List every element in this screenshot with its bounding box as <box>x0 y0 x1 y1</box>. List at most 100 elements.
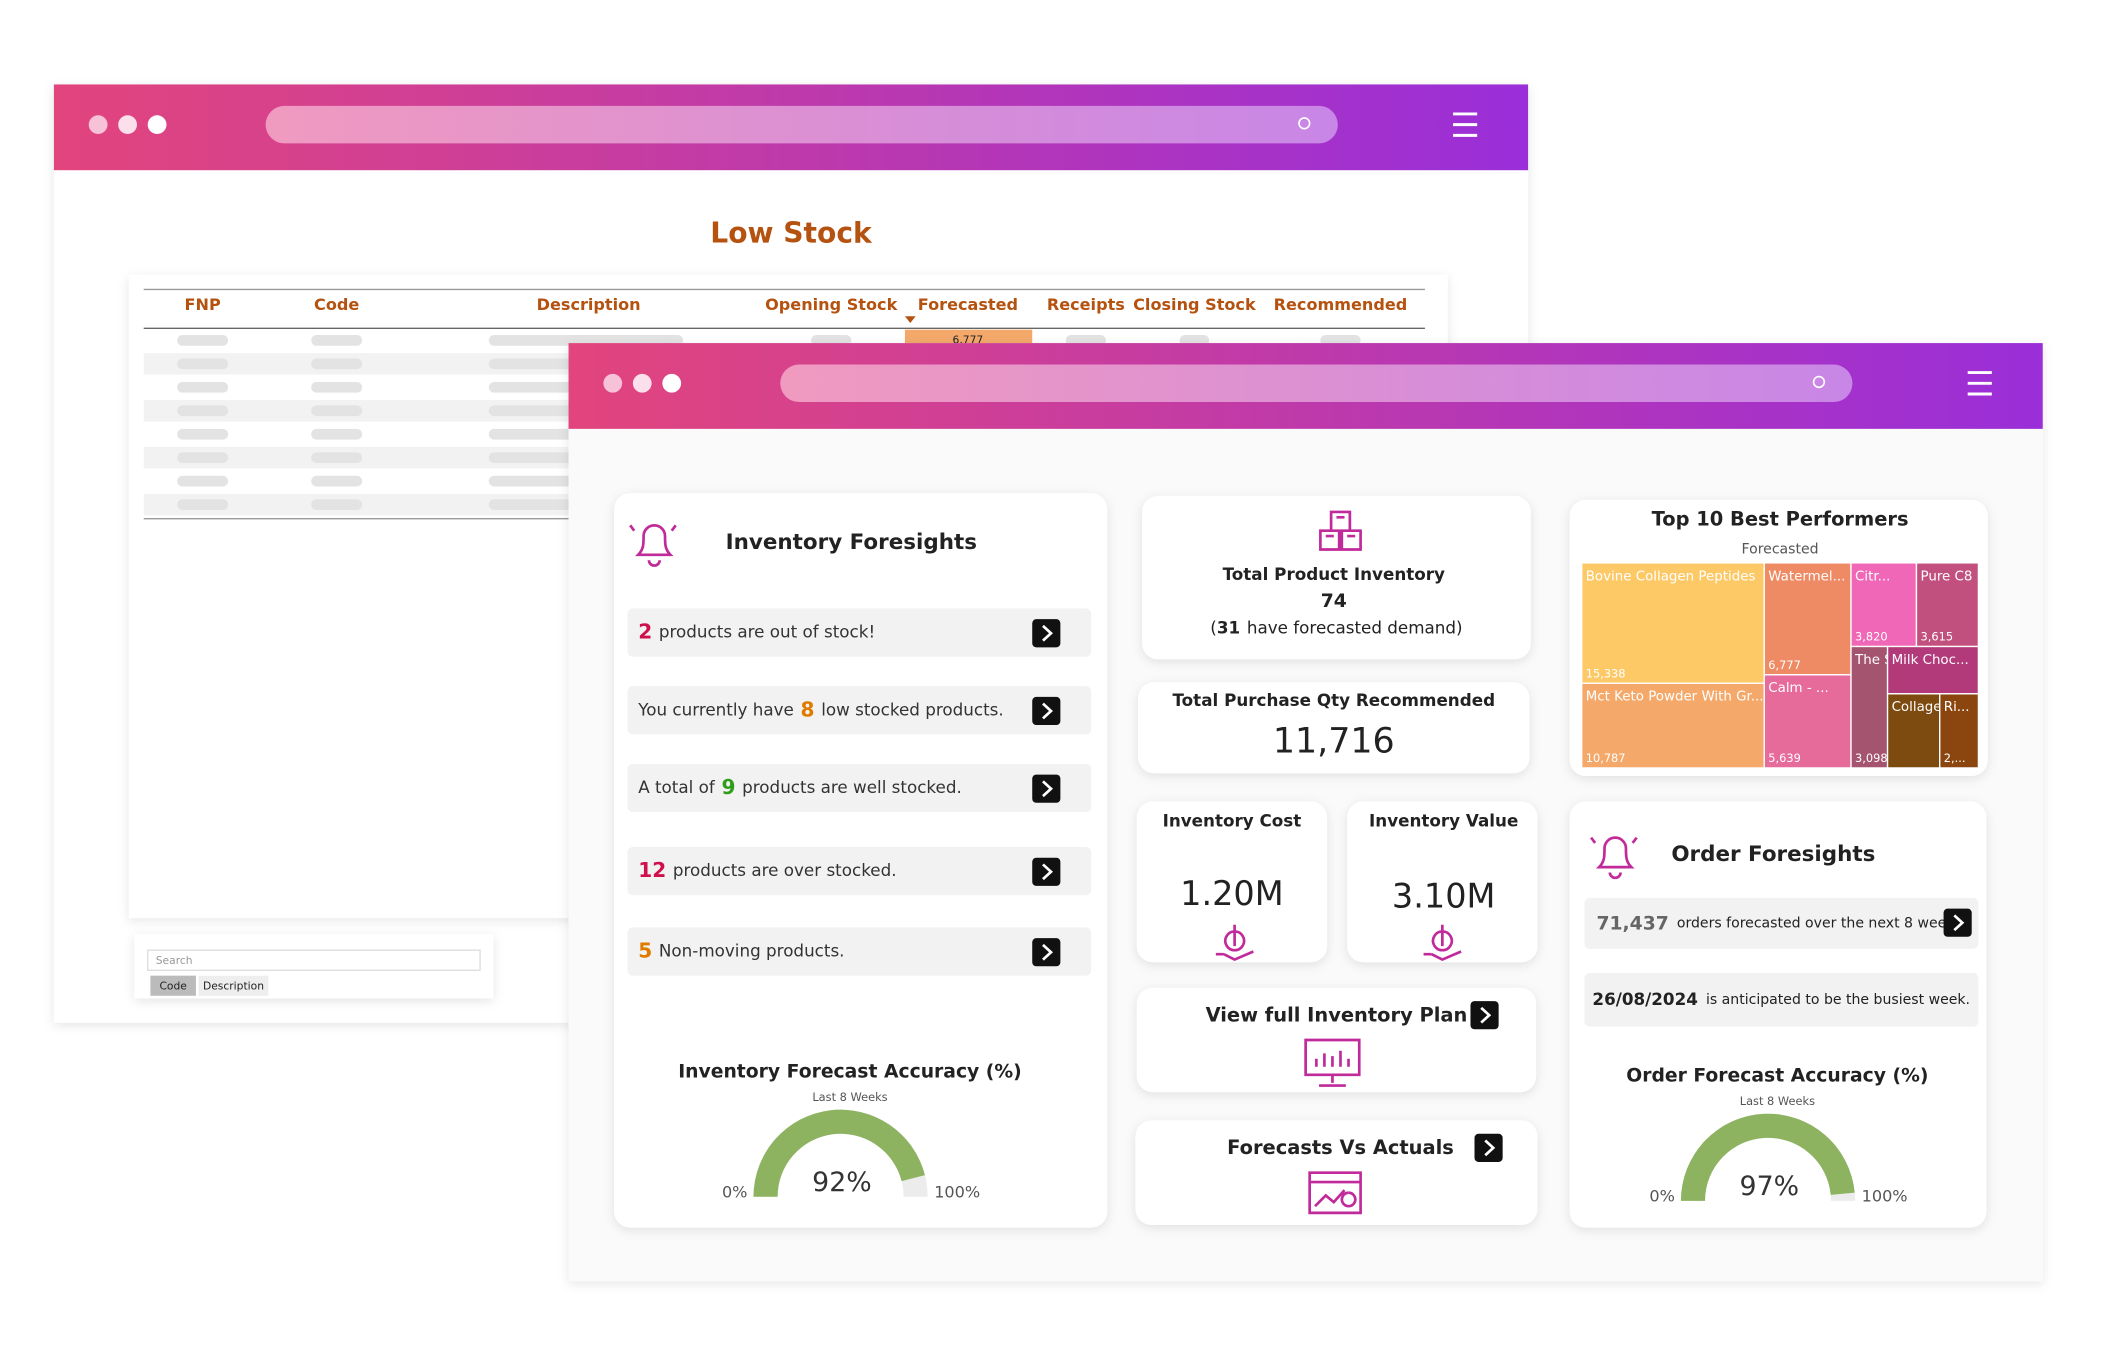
column-header: Opening Stock <box>765 295 897 314</box>
chevron <box>1042 863 1053 881</box>
note-count: 31 <box>1217 618 1240 638</box>
card <box>1136 801 1328 963</box>
card <box>1138 682 1530 774</box>
cell-labels: Watermel... 6,777 <box>1768 569 1845 672</box>
column-header: Code <box>314 295 359 314</box>
tab-label: Description <box>203 979 264 992</box>
note-text: have forecasted demand) <box>1247 618 1463 638</box>
cell-placeholder <box>177 335 229 346</box>
cell-value: 3,098 <box>1855 751 1888 765</box>
arrow-button[interactable] <box>1032 696 1061 726</box>
arrow-box[interactable] <box>1032 857 1061 886</box>
kpi-title: Inventory Value <box>1369 811 1518 831</box>
chevron <box>1480 1006 1492 1024</box>
arrow-button[interactable] <box>1032 938 1061 967</box>
arrow-box[interactable] <box>1474 1133 1503 1162</box>
kpi-value: 1.20M <box>1180 874 1284 913</box>
cell-placeholder <box>311 405 363 417</box>
cell-value: 2,... <box>1944 751 1966 765</box>
bell-icon <box>1590 836 1638 880</box>
cell-labels: The Sco... 3,098 <box>1854 653 1888 765</box>
arrow-button[interactable] <box>1032 857 1061 886</box>
arrow-box[interactable] <box>1032 619 1061 648</box>
alert-count: 9 <box>721 775 735 799</box>
treemap-cell <box>1886 645 1980 695</box>
alert-count: 12 <box>638 858 666 882</box>
arrow-button[interactable] <box>1470 1001 1499 1030</box>
alert-post: low stocked products. <box>821 699 1004 719</box>
address-bar[interactable] <box>780 364 1853 403</box>
arrow-button[interactable] <box>1032 619 1061 648</box>
alert-count: 8 <box>801 697 815 721</box>
cell-placeholder <box>177 358 229 370</box>
window-dot <box>118 115 137 135</box>
alert-post: Non-moving products. <box>659 941 845 961</box>
tab[interactable] <box>150 975 196 996</box>
sort-icon <box>904 316 916 323</box>
alert-post: products are over stocked. <box>673 860 897 880</box>
chevron <box>1042 780 1053 798</box>
search-icon <box>1298 117 1311 130</box>
arrow-button[interactable] <box>1943 908 1972 937</box>
treemap-cell <box>1886 693 1941 769</box>
tab[interactable] <box>198 975 269 996</box>
alert-count: 2 <box>638 619 652 643</box>
arrow-box[interactable] <box>1032 696 1061 726</box>
card-title: Top 10 Best Performers <box>1652 507 1909 530</box>
card-title: Order Foresights <box>1671 842 1875 867</box>
treemap-cell <box>1850 645 1889 769</box>
arrow-box[interactable] <box>1470 1001 1499 1030</box>
column-header: Forecasted <box>918 295 1018 314</box>
cell-labels: Bovine Collagen Peptides 15,338 <box>1586 569 1756 680</box>
card <box>1347 801 1538 963</box>
menu-icon[interactable] <box>1453 112 1478 137</box>
link-label: View full Inventory Plan <box>1206 1003 1468 1026</box>
cost-icon <box>1215 924 1254 962</box>
cell-value: 3,615 <box>1920 630 1953 644</box>
chevron <box>1484 1139 1496 1157</box>
cell-name: Citr... <box>1855 569 1890 584</box>
search-box[interactable] <box>147 949 481 971</box>
alert-text: You currently have 8 low stocked products. <box>637 697 1004 721</box>
treemap-cell <box>1581 562 1765 684</box>
cell-name: Calm - ... <box>1768 681 1828 696</box>
treemap-cell <box>1581 682 1765 769</box>
search-placeholder: Search <box>156 954 193 967</box>
info-text: 26/08/2024 is anticipated to be the busie… <box>1592 989 1970 1009</box>
arrow-box[interactable] <box>1032 774 1061 803</box>
cell-value: 6,777 <box>1768 658 1801 672</box>
cell-name: Mct Keto Powder With Gr... <box>1586 690 1764 705</box>
address-bar[interactable] <box>265 105 1338 144</box>
cell-name: Collage... <box>1892 700 1955 715</box>
cell-value: 15,338 <box>1586 666 1626 680</box>
bell-icon <box>629 524 677 567</box>
cell-placeholder <box>177 428 229 440</box>
cell-placeholder <box>311 452 363 464</box>
gauge-value-label: 92% <box>812 1167 872 1198</box>
kpi-note: (31 have forecasted demand) <box>1210 618 1462 638</box>
cell-placeholder <box>177 452 229 464</box>
cell-placeholder <box>311 499 363 510</box>
arrow-box[interactable] <box>1032 938 1061 967</box>
arrow-button[interactable] <box>1032 774 1061 803</box>
arrow-box[interactable] <box>1943 908 1972 937</box>
kpi-value: 3.10M <box>1392 876 1496 915</box>
menu-icon[interactable] <box>1967 371 1992 396</box>
cell-placeholder <box>177 405 229 417</box>
arrow-button[interactable] <box>1474 1133 1503 1162</box>
highlight-cell <box>904 329 1033 346</box>
tab-label: Code <box>159 979 187 992</box>
card <box>1142 495 1531 660</box>
window-dot <box>662 373 682 393</box>
link-label: Forecasts Vs Actuals <box>1227 1136 1454 1159</box>
kpi-value: 74 <box>1321 591 1347 612</box>
cell-labels: Mct Keto Powder With Gr... 10,787 <box>1586 690 1764 765</box>
boxes-icon <box>1319 510 1362 551</box>
alert-pre: You currently have <box>637 699 794 719</box>
note-open: ( <box>1210 618 1217 638</box>
window-dot <box>632 373 652 393</box>
alert-row <box>627 847 1092 896</box>
value-icon <box>1423 924 1462 962</box>
alert-pre: A total of <box>638 777 716 797</box>
